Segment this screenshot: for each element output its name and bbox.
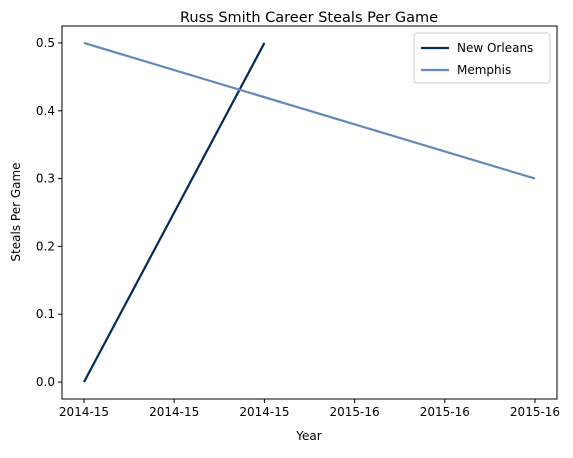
legend-label-memphis: Memphis — [457, 63, 511, 77]
y-axis: 0.0 0.1 0.2 0.3 0.4 0.5 — [36, 36, 62, 389]
x-axis-label: Year — [295, 429, 321, 443]
y-tick-label: 0.4 — [36, 104, 55, 118]
legend-label-new-orleans: New Orleans — [457, 41, 533, 55]
plot-frame — [61, 25, 558, 400]
x-tick-label: 2014-15 — [59, 405, 109, 419]
y-tick-label: 0.2 — [36, 239, 55, 253]
x-tick-label: 2014-15 — [239, 405, 289, 419]
x-axis: 2014-15 2014-15 2014-15 2015-16 2015-16 2015-… — [59, 399, 560, 419]
y-tick-label: 0.5 — [36, 36, 55, 50]
legend: New Orleans Memphis — [413, 32, 551, 84]
series-layer — [83, 41, 536, 383]
x-tick-label: 2015-16 — [420, 405, 470, 419]
chart-title: Russ Smith Career Steals Per Game — [180, 10, 438, 26]
y-tick-label: 0.0 — [36, 375, 55, 389]
x-tick-label: 2014-15 — [149, 405, 199, 419]
x-tick-label: 2015-16 — [330, 405, 380, 419]
series-line-memphis — [83, 41, 536, 180]
y-axis-label: Steals Per Game — [9, 162, 23, 261]
series-line-new-orleans — [83, 42, 266, 383]
x-tick-label: 2015-16 — [510, 405, 560, 419]
y-tick-label: 0.3 — [36, 172, 55, 186]
y-tick-label: 0.1 — [36, 307, 55, 321]
plot-area — [61, 25, 558, 400]
